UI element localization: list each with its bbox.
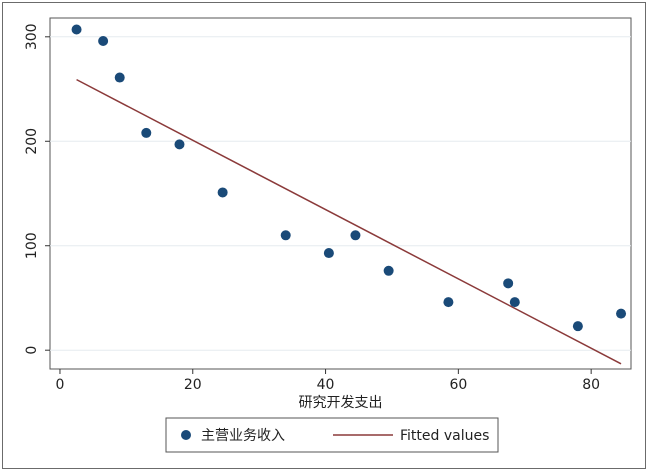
y-tick-label: 300: [24, 23, 40, 50]
scatter-point: [443, 297, 454, 308]
fitted-line: [76, 78, 622, 365]
legend-dot-marker: [181, 430, 191, 440]
y-tick-label: 200: [24, 128, 40, 155]
scatter-point: [383, 265, 394, 276]
scatter-point: [280, 230, 291, 241]
y-tick-label: 100: [24, 232, 40, 259]
x-tick-label: 60: [449, 377, 467, 393]
scatter-point: [217, 187, 228, 198]
x-axis-title: 研究开发支出: [299, 395, 383, 411]
grid-layer: [50, 36, 631, 351]
scatter-point: [572, 321, 583, 332]
scatter-point: [350, 230, 361, 241]
x-tick-label: 0: [55, 377, 64, 393]
scatter-point: [503, 278, 514, 289]
scatter-point: [141, 127, 152, 138]
scatter-point: [71, 24, 82, 35]
point-layer: [71, 24, 627, 332]
legend-label-scatter: 主营业务收入: [201, 428, 285, 444]
y-tick-label: 0: [24, 346, 40, 355]
scatter-point: [98, 35, 109, 46]
axis-layer: 0 100 200 300 0 20 40 60 80: [24, 23, 600, 393]
legend-box: [165, 417, 499, 453]
fit-layer: [76, 78, 622, 365]
x-tick-label: 20: [184, 377, 202, 393]
scatter-point: [174, 139, 185, 150]
scatter-point: [616, 308, 627, 319]
legend-label-fitted: Fitted values: [400, 428, 489, 444]
scatter-point: [114, 72, 125, 83]
x-tick-label: 40: [317, 377, 335, 393]
plot-area: [49, 17, 632, 370]
scatter-point: [509, 297, 520, 308]
x-tick-label: 80: [582, 377, 600, 393]
legend: 主营业务收入 Fitted values: [165, 417, 499, 453]
scatter-point: [323, 248, 334, 259]
